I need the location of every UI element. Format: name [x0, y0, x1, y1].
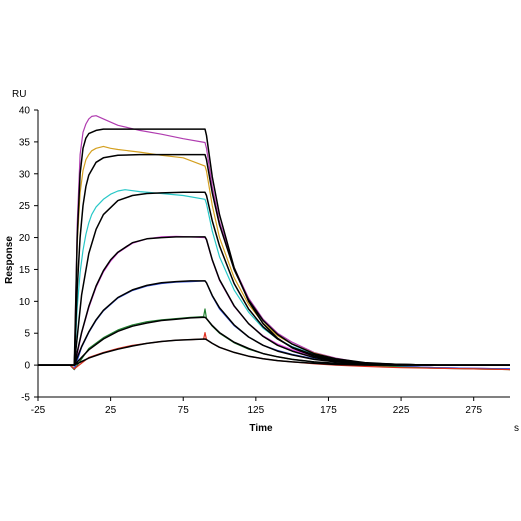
fit-curve-13: [38, 338, 510, 366]
y-tick-label: 0: [24, 361, 30, 372]
fit-curve-10: [38, 236, 510, 366]
x-tick-label: 225: [393, 405, 410, 416]
x-tick-label: 175: [320, 405, 337, 416]
x-tick-label: 275: [465, 405, 482, 416]
x-tick-label: 125: [248, 405, 265, 416]
y-tick-label: -5: [21, 393, 30, 404]
x-tick-label: 25: [105, 405, 117, 416]
fit-curve-9: [38, 191, 510, 366]
y-unit-label: RU: [12, 89, 26, 100]
y-ticks: -5 0 5 10 15 20 25 30 35 40: [19, 106, 38, 404]
fit-curve-11: [38, 280, 510, 366]
series-layer: [38, 115, 511, 371]
y-tick-label: 15: [19, 265, 31, 276]
y-tick-label: 5: [24, 329, 30, 340]
y-tick-label: 25: [19, 201, 31, 212]
x-axis-title: Time: [249, 423, 273, 434]
y-axis-title: Response: [4, 236, 15, 284]
x-ticks: -25 25 75 125 175 225 275: [31, 397, 482, 416]
y-tick-label: 40: [19, 106, 31, 117]
y-tick-label: 20: [19, 233, 31, 244]
y-tick-label: 35: [19, 137, 31, 148]
fit-curve-12: [38, 316, 510, 366]
y-tick-label: 30: [19, 169, 31, 180]
x-tick-label: 75: [178, 405, 190, 416]
y-tick-label: 10: [19, 297, 31, 308]
fit-curve-8: [38, 153, 510, 366]
plot-area: -25 25 75 125 175 225 275 -5 0 5 10 15 20 25 30 35 40: [19, 106, 511, 416]
x-unit-label: s: [514, 423, 519, 434]
x-tick-label: -25: [31, 405, 46, 416]
